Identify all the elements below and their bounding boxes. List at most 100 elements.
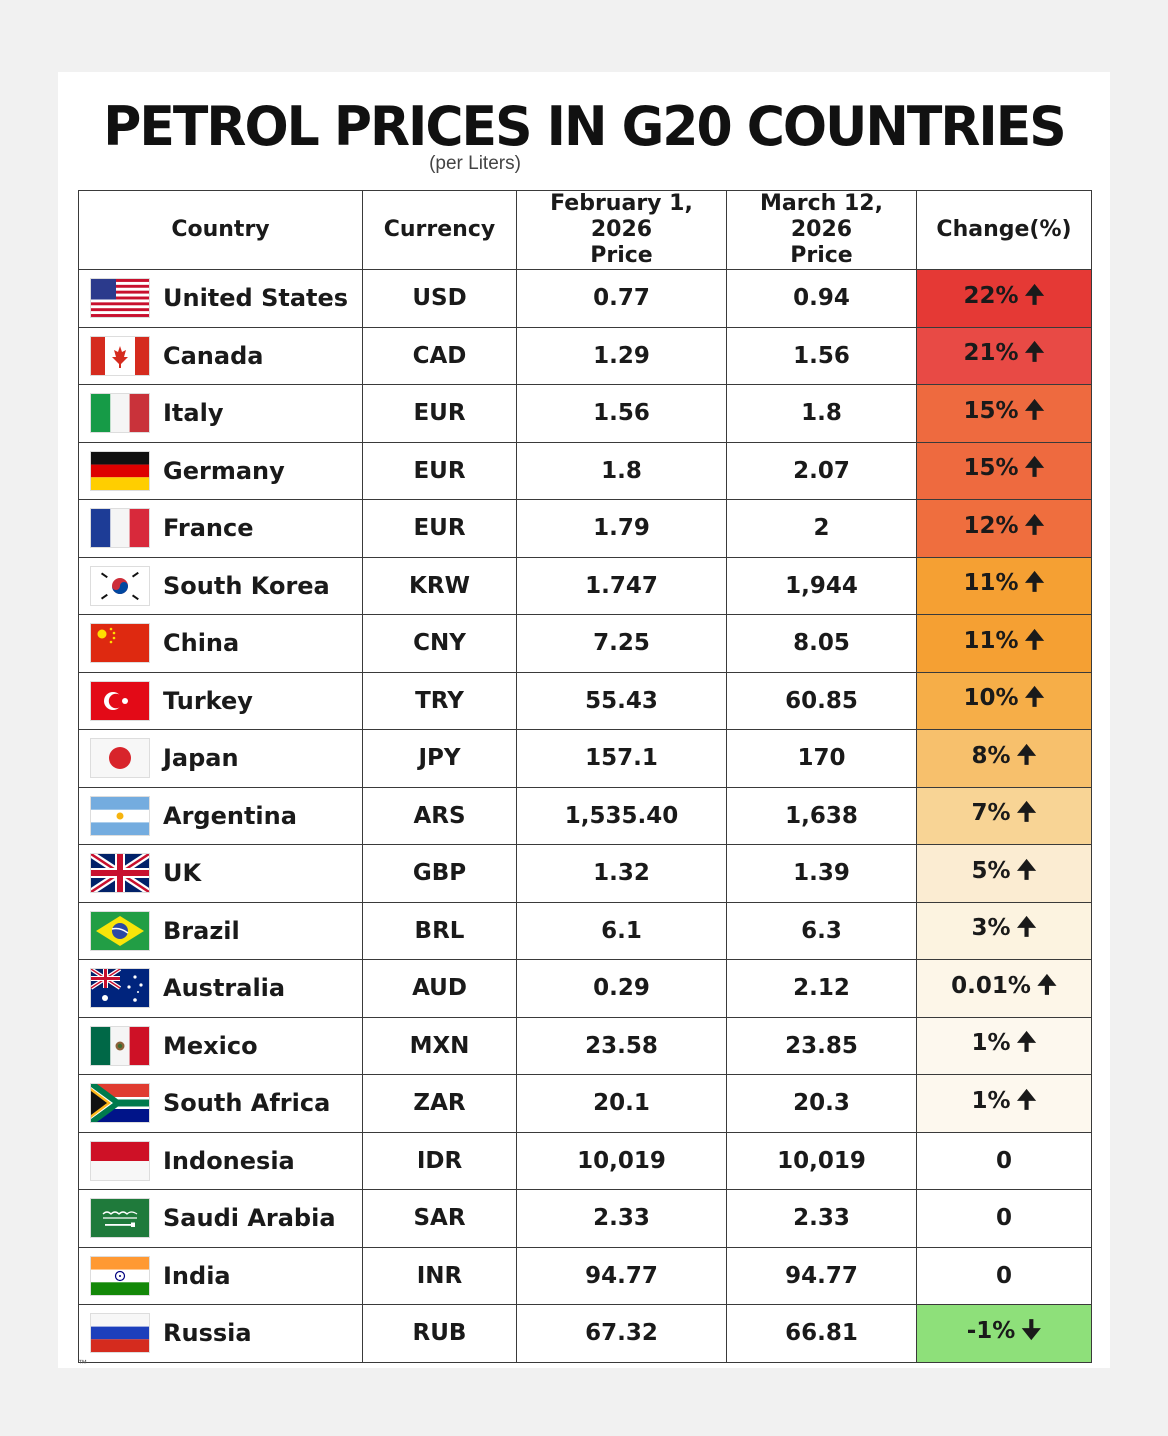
arrow-up-icon: 🠉 — [1016, 855, 1037, 884]
change-value: 11% — [963, 627, 1019, 654]
currency-cell: KRW — [362, 556, 517, 615]
canada-flag-icon — [91, 336, 149, 375]
change-cell: 1% 🠉 — [916, 1074, 1092, 1133]
country-cell: Brazil — [78, 901, 363, 960]
table-row: Turkey TRY 55.43 60.85 10% 🠉 — [78, 671, 1092, 730]
mar-price-cell: 170 — [726, 729, 917, 788]
currency-cell: SAR — [362, 1189, 517, 1248]
change-value: 8% — [971, 742, 1011, 769]
south-africa-flag-icon — [91, 1084, 149, 1123]
country-name: Canada — [163, 341, 264, 370]
currency-cell: AUD — [362, 959, 517, 1018]
change-value: 3% — [971, 915, 1011, 942]
change-cell: 0 — [916, 1189, 1092, 1248]
change-cell: 5% 🠉 — [916, 844, 1092, 903]
mar-price-cell: 1.8 — [726, 384, 917, 443]
change-value: -1% — [966, 1317, 1016, 1344]
country-name: Argentina — [163, 801, 297, 830]
table-row: South Korea KRW 1.747 1,944 11% 🠉 — [78, 556, 1092, 615]
uk-flag-icon — [91, 854, 149, 893]
feb-price-cell: 1.56 — [516, 384, 727, 443]
change-cell: 11% 🠉 — [916, 614, 1092, 673]
table-row: France EUR 1.79 2 12% 🠉 — [78, 499, 1092, 558]
saudi-arabia-flag-icon — [91, 1199, 149, 1238]
change-cell: 22% 🠉 — [916, 269, 1092, 328]
china-flag-icon — [91, 624, 149, 663]
table-row: Australia AUD 0.29 2.12 0.01% 🠉 — [78, 959, 1092, 1018]
change-value: 11% — [963, 570, 1019, 597]
change-value: 22% — [963, 282, 1019, 309]
mar-price-cell: 8.05 — [726, 614, 917, 673]
feb-price-cell: 0.77 — [516, 269, 727, 328]
country-cell: South Korea — [78, 556, 363, 615]
table-row: Mexico MXN 23.58 23.85 1% 🠉 — [78, 1016, 1092, 1075]
table-row: Italy EUR 1.56 1.8 15% 🠉 — [78, 384, 1092, 443]
change-value: 1% — [971, 1030, 1011, 1057]
country-name: Italy — [163, 399, 224, 428]
country-name: Germany — [163, 456, 285, 485]
change-cell: 11% 🠉 — [916, 556, 1092, 615]
table-row: Canada CAD 1.29 1.56 21% 🠉 — [78, 326, 1092, 385]
mar-price-cell: 94.77 — [726, 1246, 917, 1305]
country-cell: Indonesia — [78, 1131, 363, 1190]
mar-price-cell: 6.3 — [726, 901, 917, 960]
country-cell: Mexico — [78, 1016, 363, 1075]
turkey-flag-icon — [91, 681, 149, 720]
feb-price-cell: 10,019 — [516, 1131, 727, 1190]
header-currency: Currency — [362, 190, 517, 270]
change-cell: 15% 🠉 — [916, 384, 1092, 443]
mar-price-cell: 60.85 — [726, 671, 917, 730]
argentina-flag-icon — [91, 796, 149, 835]
change-value: 10% — [963, 685, 1019, 712]
table-row: Russia RUB 67.32 66.81 -1% 🠋 — [78, 1304, 1092, 1363]
currency-cell: CAD — [362, 326, 517, 385]
trademark-mark: ™ — [78, 1358, 87, 1368]
table-header-row: Country Currency February 1, 2026 Price … — [78, 190, 1092, 270]
country-name: South Korea — [163, 571, 330, 600]
arrow-up-icon: 🠉 — [1016, 798, 1037, 827]
country-cell: India — [78, 1246, 363, 1305]
country-cell: Australia — [78, 959, 363, 1018]
south-korea-flag-icon — [91, 566, 149, 605]
feb-price-cell: 1.79 — [516, 499, 727, 558]
country-cell: Argentina — [78, 786, 363, 845]
currency-cell: ZAR — [362, 1074, 517, 1133]
currency-cell: RUB — [362, 1304, 517, 1363]
arrow-up-icon: 🠉 — [1024, 280, 1045, 309]
feb-price-cell: 1.29 — [516, 326, 727, 385]
country-cell: China — [78, 614, 363, 673]
indonesia-flag-icon — [91, 1141, 149, 1180]
currency-cell: EUR — [362, 441, 517, 500]
mar-price-cell: 2.12 — [726, 959, 917, 1018]
country-cell: South Africa — [78, 1074, 363, 1133]
mexico-flag-icon — [91, 1026, 149, 1065]
arrow-up-icon: 🠉 — [1016, 913, 1037, 942]
mar-price-cell: 10,019 — [726, 1131, 917, 1190]
table-row: United States USD 0.77 0.94 22% 🠉 — [78, 269, 1092, 328]
change-cell: 3% 🠉 — [916, 901, 1092, 960]
mar-price-cell: 0.94 — [726, 269, 917, 328]
currency-cell: IDR — [362, 1131, 517, 1190]
currency-cell: GBP — [362, 844, 517, 903]
country-name: Mexico — [163, 1031, 258, 1060]
arrow-up-icon: 🠉 — [1024, 625, 1045, 654]
change-value: 1% — [971, 1087, 1011, 1114]
table-row: South Africa ZAR 20.1 20.3 1% 🠉 — [78, 1074, 1092, 1133]
header-mar-label: Price — [790, 243, 853, 268]
france-flag-icon — [91, 509, 149, 548]
country-name: Indonesia — [163, 1146, 295, 1175]
currency-cell: EUR — [362, 384, 517, 443]
arrow-up-icon: 🠉 — [1016, 1085, 1037, 1114]
currency-cell: MXN — [362, 1016, 517, 1075]
table-row: Saudi Arabia SAR 2.33 2.33 0 — [78, 1189, 1092, 1248]
brazil-flag-icon — [91, 911, 149, 950]
table-row: UK GBP 1.32 1.39 5% 🠉 — [78, 844, 1092, 903]
change-cell: 0.01% 🠉 — [916, 959, 1092, 1018]
arrow-down-icon: 🠋 — [1021, 1315, 1042, 1344]
feb-price-cell: 67.32 — [516, 1304, 727, 1363]
country-name: Japan — [163, 744, 239, 773]
country-name: France — [163, 514, 254, 543]
country-cell: France — [78, 499, 363, 558]
currency-cell: BRL — [362, 901, 517, 960]
country-cell: Japan — [78, 729, 363, 788]
